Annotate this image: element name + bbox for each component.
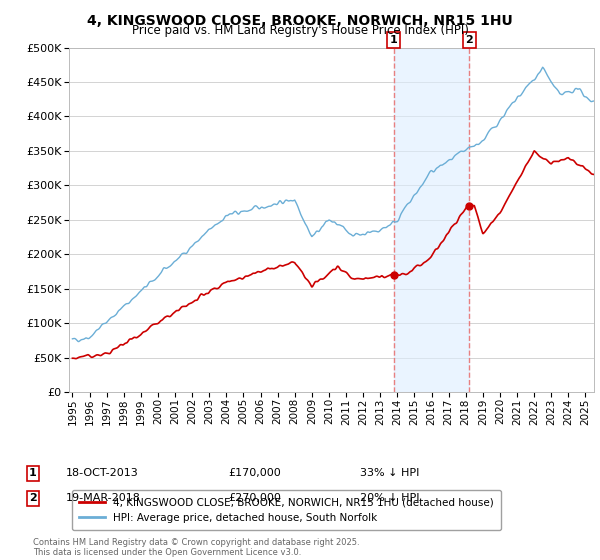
Text: 19-MAR-2018: 19-MAR-2018 [66, 493, 141, 503]
Text: 2: 2 [466, 35, 473, 45]
Text: £270,000: £270,000 [228, 493, 281, 503]
Text: 33% ↓ HPI: 33% ↓ HPI [360, 468, 419, 478]
Text: 1: 1 [29, 468, 37, 478]
Text: 2: 2 [29, 493, 37, 503]
Text: 18-OCT-2013: 18-OCT-2013 [66, 468, 139, 478]
Bar [394, 48, 469, 392]
Text: 1: 1 [390, 35, 398, 45]
Text: Price paid vs. HM Land Registry's House Price Index (HPI): Price paid vs. HM Land Registry's House … [131, 24, 469, 37]
Text: Contains HM Land Registry data © Crown copyright and database right 2025.
This d: Contains HM Land Registry data © Crown c… [33, 538, 359, 557]
Text: 20% ↓ HPI: 20% ↓ HPI [360, 493, 419, 503]
Text: 4, KINGSWOOD CLOSE, BROOKE, NORWICH, NR15 1HU: 4, KINGSWOOD CLOSE, BROOKE, NORWICH, NR1… [87, 14, 513, 28]
Legend: 4, KINGSWOOD CLOSE, BROOKE, NORWICH, NR15 1HU (detached house), HPI: Average pri: 4, KINGSWOOD CLOSE, BROOKE, NORWICH, NR1… [71, 490, 501, 530]
Text: £170,000: £170,000 [228, 468, 281, 478]
